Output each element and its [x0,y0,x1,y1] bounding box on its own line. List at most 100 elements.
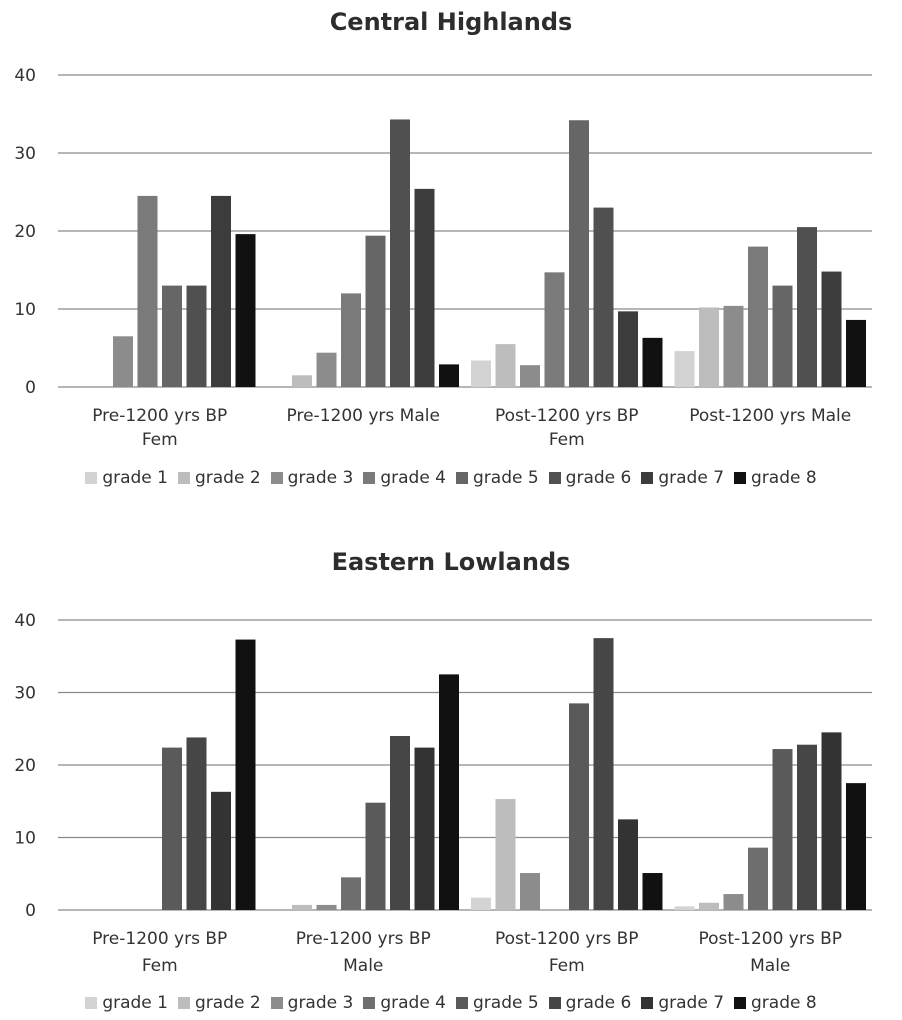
legend-label: grade 7 [658,468,725,488]
legend-swatch [363,472,376,484]
bar [699,902,719,910]
legend-item: grade 2 [177,468,261,488]
bar [642,873,663,910]
legend-item: grade 7 [641,993,724,1013]
legend-item: grade 4 [363,468,446,488]
bar [748,847,768,910]
legend-swatch [270,997,283,1009]
bar [495,344,516,387]
bar [341,877,361,910]
bar [186,737,207,910]
x-category-label: Pre-1200 yrs Male [287,406,440,426]
legend-item: grade 3 [270,468,354,488]
bar [341,293,361,387]
bar [544,272,565,387]
x-category-label: Pre-1200 yrs BP Fem [92,406,227,450]
legend-label: grade 1 [102,468,168,488]
x-category-label: Pre-1200 yrs BP Male [296,929,431,976]
legend-swatch [641,472,654,484]
legend-swatch [177,997,190,1009]
y-tick-label: 0 [25,378,36,398]
bar [495,799,516,910]
legend-swatch [363,997,376,1009]
bar [113,336,133,387]
bar [471,897,491,910]
legend: grade 1 grade 2 grade 3 grade 4 grade 5 grade… [0,468,902,488]
bar [439,674,459,910]
legend-swatch [85,472,98,484]
bar [211,791,231,910]
plot-area: 0 10 20 30 40 Pre-1200 yrs BP Fem Pre-1200 yrs … [14,66,872,450]
legend-item: grade 6 [548,993,632,1013]
legend-item: grade 6 [548,468,632,488]
chart-eastern-lowlands: 0 10 20 30 40 Pre-1200 yrs BP Fem Pre-1200 yrs … [0,520,902,1020]
x-category-label: Post-1200 yrs BP Male [698,929,842,976]
legend-item: grade 8 [734,993,817,1013]
legend-label: grade 4 [380,468,446,488]
legend-label: grade 7 [658,993,725,1013]
legend-label: grade 3 [287,468,354,488]
bar [723,894,744,910]
legend-item: grade 8 [734,468,817,488]
bar [365,802,386,910]
legend-swatch [85,997,98,1009]
legend-item: grade 3 [270,993,353,1013]
bar [186,285,207,387]
bar [821,271,842,387]
plot-area: 0 10 20 30 40 Pre-1200 yrs BP Fem Pre-1200 yrs … [14,611,872,976]
y-tick-label: 30 [14,144,36,164]
bar [235,234,256,387]
bar [593,207,614,387]
legend-swatch [548,472,561,484]
y-tick-label: 40 [14,66,36,86]
chart-title: Eastern Lowlands [331,548,571,576]
x-category-label: Post-1200 yrs Male [689,406,851,426]
bar [211,195,231,387]
bar [292,375,312,387]
y-tick-label: 10 [14,829,36,849]
bar [316,904,337,910]
bar [390,736,410,910]
legend-item: grade 5 [456,468,539,488]
chart-title: Central Highlands [329,8,573,36]
x-category-label: Pre-1200 yrs BP Fem [92,929,227,976]
bar [162,747,182,910]
y-tick-label: 30 [14,684,36,704]
bar [414,747,435,910]
legend-label: grade 5 [473,993,539,1013]
bar [618,819,638,910]
bar [569,120,589,388]
y-tick-label: 10 [14,300,36,320]
bar [821,732,842,910]
legend-label: grade 6 [565,993,632,1013]
legend-label: grade 6 [565,468,632,488]
legend-swatch [548,997,561,1009]
bar [674,351,695,387]
legend-swatch [456,997,468,1009]
legend-swatch [734,997,747,1009]
legend-label: grade 5 [473,468,539,488]
bar [593,638,614,910]
bar [316,352,337,387]
legend-label: grade 2 [194,468,261,488]
y-tick-label: 40 [14,611,36,631]
legend-swatch [456,472,468,484]
legend: grade 1 grade 2 grade 3 grade 4 grade 5 grade… [0,993,902,1013]
chart-central-highlands: 0 10 20 30 40 Pre-1200 yrs BP Fem Pre-1200 yrs … [0,8,902,488]
bar [846,783,866,910]
bar [162,285,182,387]
legend-item: grade 7 [641,468,724,488]
legend-item: grade 2 [177,993,261,1013]
y-tick-label: 0 [25,901,36,921]
bar [699,307,719,387]
y-tick-label: 20 [14,756,36,776]
bar [235,639,256,910]
x-category-label: Post-1200 yrs BP Fem [495,406,639,450]
legend-swatch [270,472,283,484]
legend-label: grade 8 [751,468,817,488]
bar [292,904,312,910]
legend-item: grade 4 [363,993,446,1013]
bar [618,311,638,387]
bar [365,235,386,387]
y-tick-label: 20 [14,222,36,242]
